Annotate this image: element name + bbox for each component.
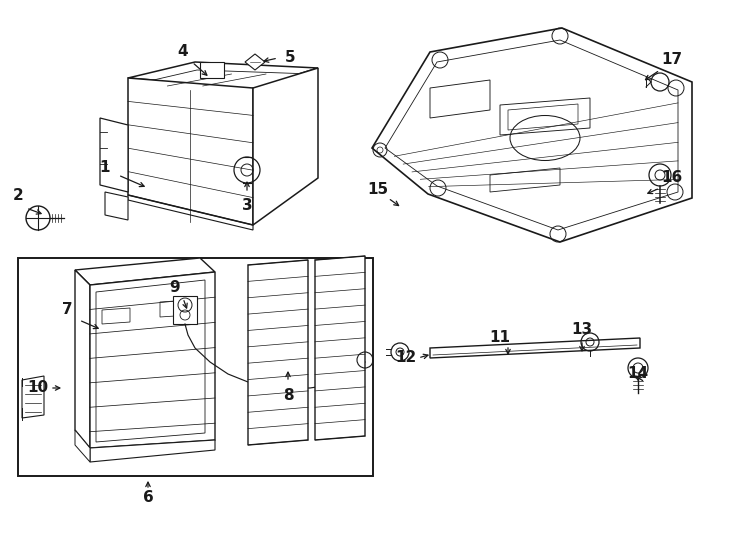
Polygon shape: [372, 28, 692, 242]
Polygon shape: [90, 440, 215, 462]
Text: 8: 8: [283, 388, 294, 402]
Text: 6: 6: [142, 490, 153, 505]
Polygon shape: [132, 70, 312, 92]
Text: 10: 10: [27, 381, 48, 395]
Polygon shape: [245, 54, 265, 70]
Text: 11: 11: [490, 330, 511, 346]
Polygon shape: [105, 192, 128, 220]
Text: 7: 7: [62, 302, 73, 318]
Polygon shape: [22, 376, 44, 418]
Polygon shape: [128, 78, 253, 225]
Polygon shape: [100, 118, 128, 192]
Text: 12: 12: [396, 350, 417, 366]
Polygon shape: [253, 68, 318, 225]
Text: 3: 3: [241, 198, 252, 213]
Text: 16: 16: [661, 171, 683, 186]
Text: 9: 9: [170, 280, 181, 295]
Text: 15: 15: [368, 183, 388, 198]
Text: 1: 1: [100, 160, 110, 176]
Bar: [200, 62, 224, 78]
Polygon shape: [128, 62, 318, 88]
Polygon shape: [248, 260, 308, 445]
Text: 2: 2: [12, 187, 23, 202]
Text: 14: 14: [628, 367, 649, 381]
Text: 5: 5: [285, 51, 295, 65]
Polygon shape: [75, 258, 215, 285]
Text: 17: 17: [661, 52, 683, 68]
Polygon shape: [75, 270, 90, 448]
Text: 4: 4: [178, 44, 189, 59]
Polygon shape: [315, 256, 365, 440]
Text: 13: 13: [572, 322, 592, 338]
Polygon shape: [90, 272, 215, 448]
Polygon shape: [430, 338, 640, 358]
Polygon shape: [173, 296, 197, 324]
Bar: [18, 258, 373, 476]
Polygon shape: [75, 430, 90, 462]
